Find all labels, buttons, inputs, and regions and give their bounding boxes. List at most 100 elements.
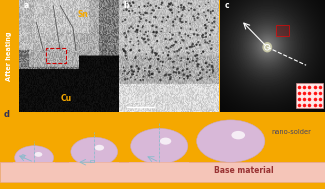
- Point: [136, 67, 141, 70]
- Point: [176, 70, 181, 73]
- Point: [134, 74, 139, 77]
- Point: [182, 8, 188, 11]
- Point: [122, 50, 127, 53]
- Point: [178, 46, 184, 50]
- Point: [143, 31, 148, 34]
- Point: [158, 60, 163, 63]
- Point: [151, 15, 157, 19]
- Point: [169, 44, 174, 47]
- Point: [210, 68, 215, 71]
- Point: [150, 49, 155, 52]
- Point: [160, 60, 165, 63]
- Point: [153, 54, 158, 57]
- Point: [150, 24, 155, 27]
- Point: [139, 36, 145, 40]
- Point: [168, 78, 173, 81]
- Point: [121, 48, 126, 51]
- Point: [149, 72, 154, 75]
- Point: [123, 44, 128, 47]
- Point: [128, 76, 133, 79]
- Point: [317, 103, 322, 106]
- Point: [195, 57, 200, 60]
- Point: [203, 35, 209, 38]
- Point: [153, 15, 158, 18]
- Point: [129, 25, 134, 28]
- Point: [203, 27, 208, 30]
- Point: [159, 3, 164, 6]
- Point: [127, 70, 132, 73]
- Point: [176, 54, 181, 57]
- Point: [179, 36, 184, 39]
- Point: [188, 2, 194, 5]
- Point: [124, 6, 129, 9]
- Point: [153, 34, 158, 37]
- Point: [165, 15, 170, 18]
- Point: [179, 27, 184, 30]
- Point: [202, 39, 207, 42]
- Point: [170, 11, 175, 14]
- Point: [147, 72, 152, 75]
- Point: [211, 69, 216, 72]
- Text: nano-solder: nano-solder: [271, 129, 311, 135]
- Point: [194, 54, 200, 57]
- Point: [166, 5, 171, 8]
- Point: [130, 70, 136, 73]
- Point: [317, 91, 322, 94]
- Point: [133, 11, 138, 14]
- Point: [207, 69, 213, 72]
- Point: [126, 10, 132, 13]
- Point: [123, 50, 128, 53]
- Point: [123, 54, 128, 57]
- Point: [133, 55, 138, 58]
- Point: [198, 77, 203, 80]
- Point: [160, 64, 165, 67]
- Bar: [296, 83, 323, 108]
- Bar: [46, 48, 66, 63]
- Point: [181, 77, 187, 80]
- Text: d: d: [4, 111, 10, 119]
- Point: [188, 28, 193, 31]
- Point: [121, 66, 126, 69]
- Point: [137, 20, 142, 23]
- Point: [202, 11, 207, 14]
- Point: [127, 26, 132, 29]
- Point: [171, 24, 176, 27]
- Point: [201, 50, 206, 53]
- Point: [312, 97, 317, 100]
- Circle shape: [231, 131, 245, 139]
- Point: [127, 2, 132, 5]
- Point: [166, 2, 172, 5]
- Point: [301, 97, 306, 100]
- Point: [133, 30, 138, 33]
- Point: [136, 40, 141, 43]
- Point: [195, 16, 200, 19]
- Point: [176, 33, 182, 36]
- Point: [130, 1, 136, 4]
- Point: [166, 47, 171, 50]
- Point: [161, 51, 166, 54]
- Point: [181, 5, 186, 8]
- Point: [312, 91, 317, 94]
- Point: [179, 4, 184, 7]
- Bar: [0, 162, 325, 182]
- Point: [128, 38, 134, 41]
- Point: [146, 30, 151, 33]
- Point: [138, 13, 143, 16]
- Point: [165, 53, 171, 57]
- Point: [129, 65, 134, 68]
- Point: [146, 43, 151, 46]
- Point: [140, 26, 145, 29]
- Point: [130, 73, 135, 76]
- Point: [186, 52, 191, 55]
- Point: [149, 46, 154, 49]
- Point: [146, 74, 151, 77]
- Point: [174, 71, 179, 74]
- Point: [137, 11, 142, 14]
- Point: [163, 38, 168, 41]
- Point: [179, 39, 185, 42]
- Point: [196, 74, 201, 77]
- Point: [307, 97, 312, 100]
- Point: [210, 29, 215, 32]
- Point: [195, 78, 200, 81]
- Point: [194, 29, 199, 32]
